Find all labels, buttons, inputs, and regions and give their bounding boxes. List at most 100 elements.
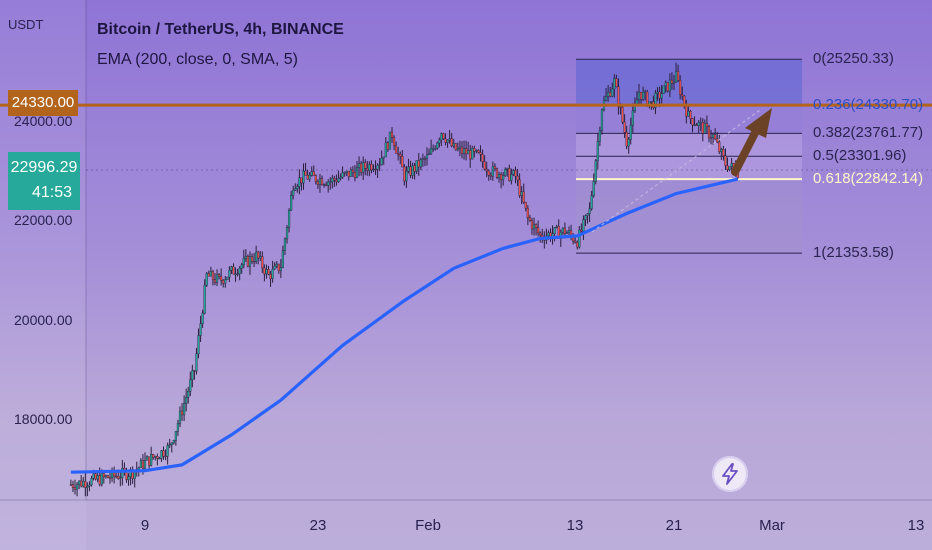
candle [479,145,482,162]
price-tick: 20000.00 [14,312,73,328]
candle [304,162,307,176]
candle [460,141,464,159]
candle [489,172,492,181]
candle [454,142,457,151]
candle [232,263,235,275]
candle [240,262,243,274]
candle [203,279,206,315]
up-arrow[interactable] [731,108,772,176]
candle [537,220,540,237]
candle [259,251,262,262]
candle [693,116,696,127]
candle [405,166,408,188]
candle [220,268,223,286]
candle [168,438,171,448]
candle [275,260,278,269]
candle [316,179,319,189]
horizontal-line-price-tag[interactable]: 24330.00 [8,90,78,116]
fib-level-label: 0(25250.33) [813,50,894,68]
candle [193,369,196,380]
candle [327,179,330,193]
candle [331,174,334,189]
candle [347,171,350,181]
candle [73,479,77,495]
candle [526,205,529,226]
candle [397,146,400,161]
candle [382,156,385,165]
candle [228,266,231,283]
candle [255,245,258,264]
candle [654,90,657,115]
time-tick: 13 [566,517,584,534]
candle [722,145,725,161]
price-tick: 24000.00 [14,113,73,129]
candle [592,173,595,198]
candle [355,160,359,179]
candle [281,245,285,269]
candle [452,138,455,149]
candle [703,119,706,134]
candle [483,155,486,171]
candle [69,479,72,486]
candle [481,149,484,168]
candle [187,386,190,404]
candle [191,364,194,388]
candle [471,145,474,160]
candle [695,122,698,127]
candle [419,157,422,171]
candle [440,132,443,147]
candle [469,144,472,168]
candle [296,183,299,193]
candle [712,132,715,145]
candle [446,139,449,148]
candle [543,231,546,249]
candle [302,163,305,190]
candle [86,482,89,497]
candle [345,170,348,177]
candle [160,449,163,462]
indicator-legend[interactable]: EMA (200, close, 0, SMA, 5) [97,51,298,68]
candle [261,251,264,273]
candle [580,223,583,234]
candle [366,161,369,176]
fibonacci-retracement[interactable] [576,58,802,254]
lightning-bolt-icon[interactable] [712,456,748,492]
time-tick: 13 [907,517,925,534]
candle [644,89,647,101]
candle [230,265,233,274]
time-tick: Mar [759,517,785,534]
candle [681,86,684,101]
candle [621,105,624,125]
candle [600,108,604,135]
candle [516,168,519,187]
candle [156,453,159,466]
candle [590,190,593,211]
candle [720,147,723,160]
candle [164,449,167,461]
candle [339,173,342,181]
candle [395,141,398,154]
candle [154,455,157,461]
candle [403,164,406,186]
chart-title[interactable]: Bitcoin / TetherUS, 4h, BINANCE [97,21,344,38]
candle [567,226,571,235]
candle [364,159,367,176]
candle [234,267,237,282]
candle [691,118,694,133]
candle [349,167,352,177]
candle [390,126,394,143]
candle [718,134,721,155]
candle [528,214,532,222]
candle [532,217,536,236]
candle [292,185,295,200]
candle [180,402,184,421]
fib-level-label: 0.5(23301.96) [813,147,907,165]
candle [462,140,466,160]
candle [596,133,599,170]
candle [430,139,433,155]
candle [617,78,620,115]
candle [615,74,618,88]
candle [506,167,509,177]
candle [642,86,645,101]
